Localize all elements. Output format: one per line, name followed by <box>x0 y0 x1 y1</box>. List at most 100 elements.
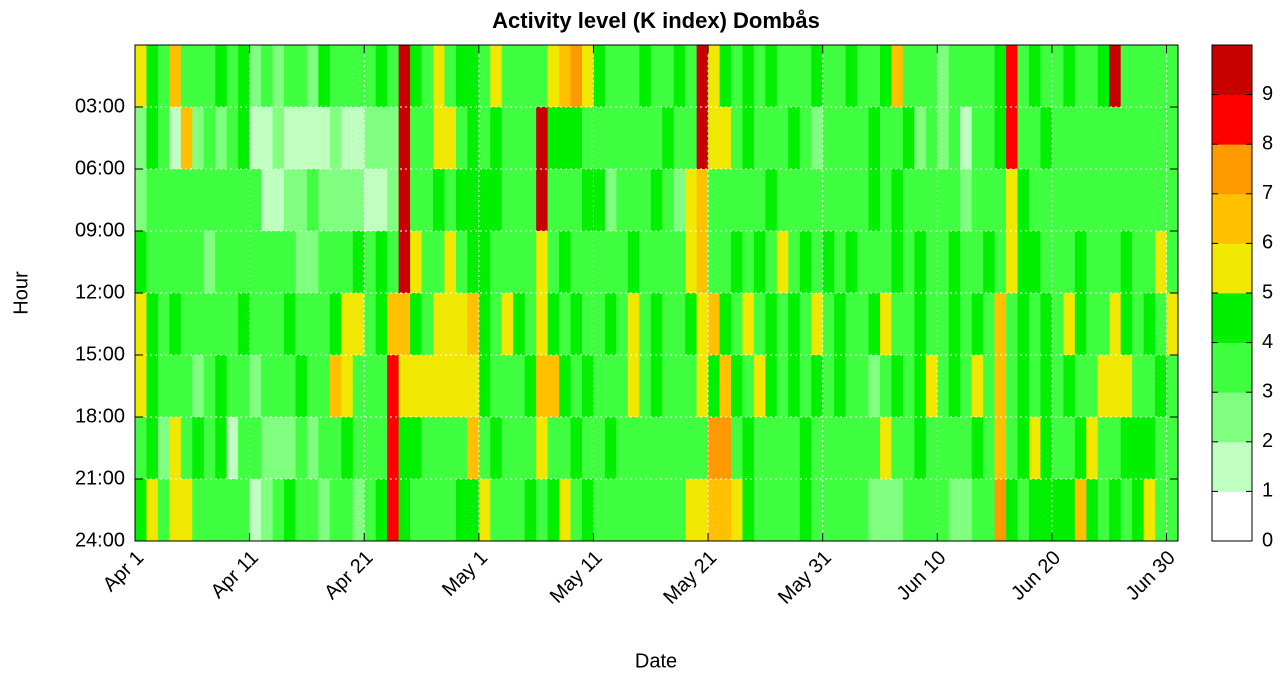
heat-cell <box>364 45 377 108</box>
heat-cell <box>880 169 892 232</box>
heat-cell <box>868 45 881 108</box>
heat-cell <box>490 45 503 108</box>
heat-cell <box>880 231 892 294</box>
heat-cell <box>364 355 377 418</box>
heat-cell <box>375 45 388 108</box>
heat-cell <box>937 107 950 170</box>
heat-cell <box>169 417 182 480</box>
heat-cell <box>650 417 663 480</box>
heat-cell <box>742 417 755 480</box>
heat-cell <box>295 107 308 170</box>
heat-cell <box>731 231 743 294</box>
heat-cell <box>570 293 583 356</box>
heat-cell <box>1086 45 1099 108</box>
heat-cell <box>765 479 778 542</box>
heat-cell <box>582 169 594 232</box>
heat-cell <box>249 107 262 170</box>
heat-cell <box>719 355 732 418</box>
heat-cell <box>937 355 950 418</box>
heat-cell <box>685 107 698 170</box>
heat-cell <box>1051 169 1064 232</box>
heat-cell <box>318 293 331 356</box>
heat-cell <box>742 479 755 542</box>
heat-cell <box>570 231 583 294</box>
heat-cell <box>284 479 296 542</box>
heat-cell <box>306 169 319 232</box>
heat-cell <box>398 479 411 542</box>
heat-cell <box>948 231 961 294</box>
heat-cell <box>455 293 468 356</box>
heat-cell <box>169 231 182 294</box>
heat-cell <box>891 417 904 480</box>
heat-cell <box>238 417 251 480</box>
colorbar-tick-label: 4 <box>1262 331 1273 353</box>
heat-cell <box>604 45 617 108</box>
heat-cell <box>180 231 193 294</box>
heat-cell <box>364 479 377 542</box>
heat-cell <box>364 293 377 356</box>
heat-cell <box>799 45 812 108</box>
heat-cell <box>582 293 594 356</box>
heat-cell <box>857 355 869 418</box>
heat-cell <box>421 45 434 108</box>
heat-cell <box>387 479 400 542</box>
heat-cell <box>811 479 824 542</box>
heat-cell <box>226 355 239 418</box>
heat-cell <box>914 417 927 480</box>
x-tick-label: May 1 <box>438 547 492 601</box>
heat-cell <box>765 293 778 356</box>
heat-cell <box>398 169 411 232</box>
heat-cell <box>650 169 663 232</box>
heat-cell <box>948 169 961 232</box>
heat-cell <box>1143 355 1156 418</box>
heat-cell <box>593 45 606 108</box>
heat-cell <box>673 355 686 418</box>
heat-cell <box>157 417 170 480</box>
heat-cell <box>685 45 698 108</box>
heat-cell <box>364 107 377 170</box>
heat-cell <box>387 45 400 108</box>
heat-cell <box>1006 479 1018 542</box>
heat-cell <box>971 231 984 294</box>
heat-cell <box>719 107 732 170</box>
heat-cell <box>776 169 789 232</box>
heat-cell <box>857 231 869 294</box>
heat-cell <box>261 293 273 356</box>
heat-cell <box>1132 107 1145 170</box>
colorbar-segment <box>1212 94 1252 145</box>
heat-cell <box>192 293 205 356</box>
heat-cell <box>719 417 732 480</box>
heat-cell <box>1097 293 1110 356</box>
heat-cell <box>398 355 411 418</box>
heat-cell <box>616 231 629 294</box>
heat-cell <box>857 479 869 542</box>
heat-cell <box>604 417 617 480</box>
heat-cell <box>467 355 480 418</box>
heat-cell <box>1017 231 1030 294</box>
heat-cell <box>731 479 743 542</box>
heat-cell <box>616 169 629 232</box>
heat-cell <box>513 479 526 542</box>
heat-cell <box>937 169 950 232</box>
heat-cell <box>444 169 457 232</box>
heat-cell <box>387 355 400 418</box>
heat-cell <box>593 417 606 480</box>
heat-cell <box>937 45 950 108</box>
heat-cell <box>868 107 881 170</box>
heat-cell <box>880 293 892 356</box>
heat-cell <box>639 355 652 418</box>
heat-cell <box>261 107 273 170</box>
heat-cell <box>788 45 801 108</box>
heat-cell <box>753 45 766 108</box>
heat-cell <box>765 169 778 232</box>
heat-cell <box>157 293 170 356</box>
heat-cell <box>1155 169 1167 232</box>
heat-cell <box>467 107 480 170</box>
heat-cell <box>306 231 319 294</box>
heat-cell <box>284 355 296 418</box>
heat-cell <box>318 169 331 232</box>
heat-cell <box>203 107 216 170</box>
heat-cell <box>215 45 228 108</box>
heat-cell <box>559 355 571 418</box>
heat-cell <box>639 231 652 294</box>
